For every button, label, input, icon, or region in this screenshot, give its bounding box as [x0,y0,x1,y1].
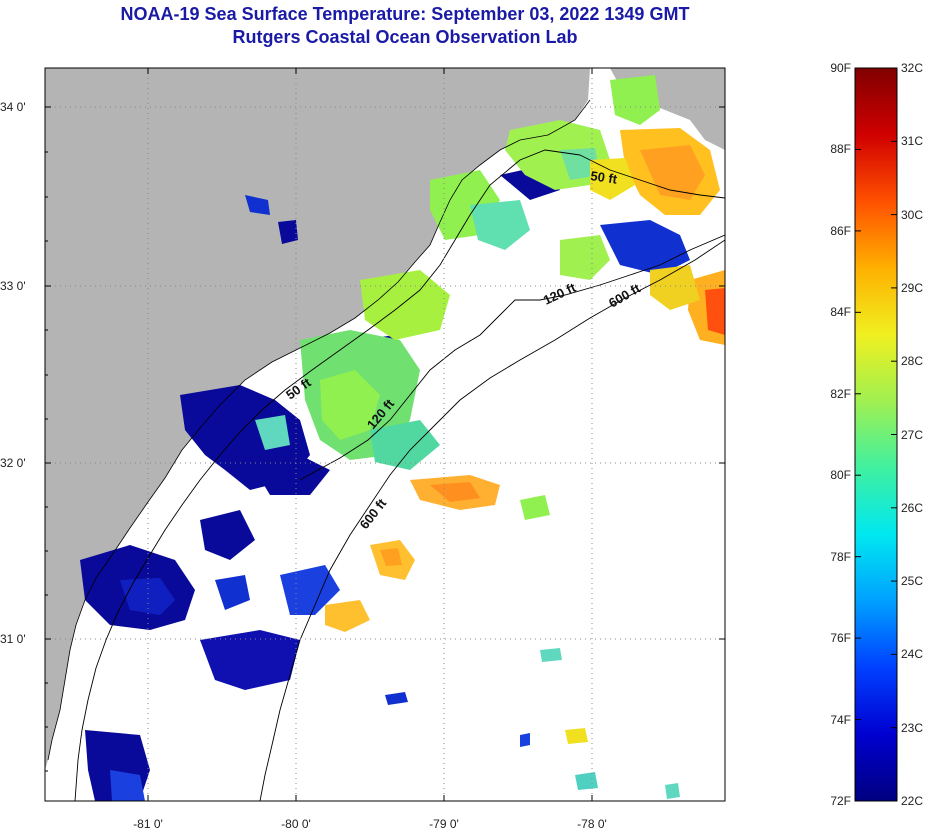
sst-patches [80,75,725,801]
lat-label-34: 34 0' [0,100,26,114]
colorbar-ticks [855,67,897,802]
colorbar-c-label: 32C [901,61,924,75]
contour-label-50ft-north: 50 ft [590,168,619,187]
colorbar-f-label: 86F [830,223,851,238]
lat-lon-grid [45,68,725,801]
colorbar-f-label: 74F [830,712,851,727]
colorbar-c-label: 29C [901,280,924,295]
axis-ticks [45,68,725,801]
colorbar-f-label: 82F [830,386,851,401]
map-subtitle: Rutgers Coastal Ocean Observation Lab [232,27,578,47]
map-title: NOAA-19 Sea Surface Temperature: Septemb… [120,4,690,24]
lat-label-31: 31 0' [0,632,26,646]
colorbar-f-label: 88F [830,142,851,157]
lon-label-80: -80 0' [281,817,311,831]
colorbar-c-label: 27C [901,427,924,442]
isobath-50ft-north [579,154,725,199]
colorbar-f-label: 90F [830,61,851,75]
colorbar-f-label: 78F [830,549,851,564]
coastline [47,99,591,761]
colorbar-c-label: 30C [901,207,924,222]
colorbar-c-label: 24C [901,647,924,662]
colorbar-c-label: 23C [901,720,924,735]
colorbar-c-label: 28C [901,354,924,369]
colorbar-c-label: 31C [901,134,924,149]
colorbar-c-label: 25C [901,574,924,589]
isobath-50ft [74,149,581,801]
colorbar-f-label: 80F [830,468,851,483]
lat-label-33: 33 0' [0,279,26,293]
lon-label-81: -81 0' [133,817,163,831]
lat-label-32: 32 0' [0,456,26,470]
isobath-120ft [299,234,725,481]
colorbar-c-label: 26C [901,500,924,515]
lon-label-79: -79 0' [429,817,459,831]
colorbar-scale [854,67,898,802]
map-frame [44,67,726,802]
colorbar-f-label: 72F [830,794,851,808]
land-area [45,68,590,770]
colorbar-f-label: 84F [830,305,851,320]
colorbar-c-label: 22C [901,794,924,808]
lon-label-78: -78 0' [577,817,607,831]
colorbar-f-label: 76F [830,631,851,646]
